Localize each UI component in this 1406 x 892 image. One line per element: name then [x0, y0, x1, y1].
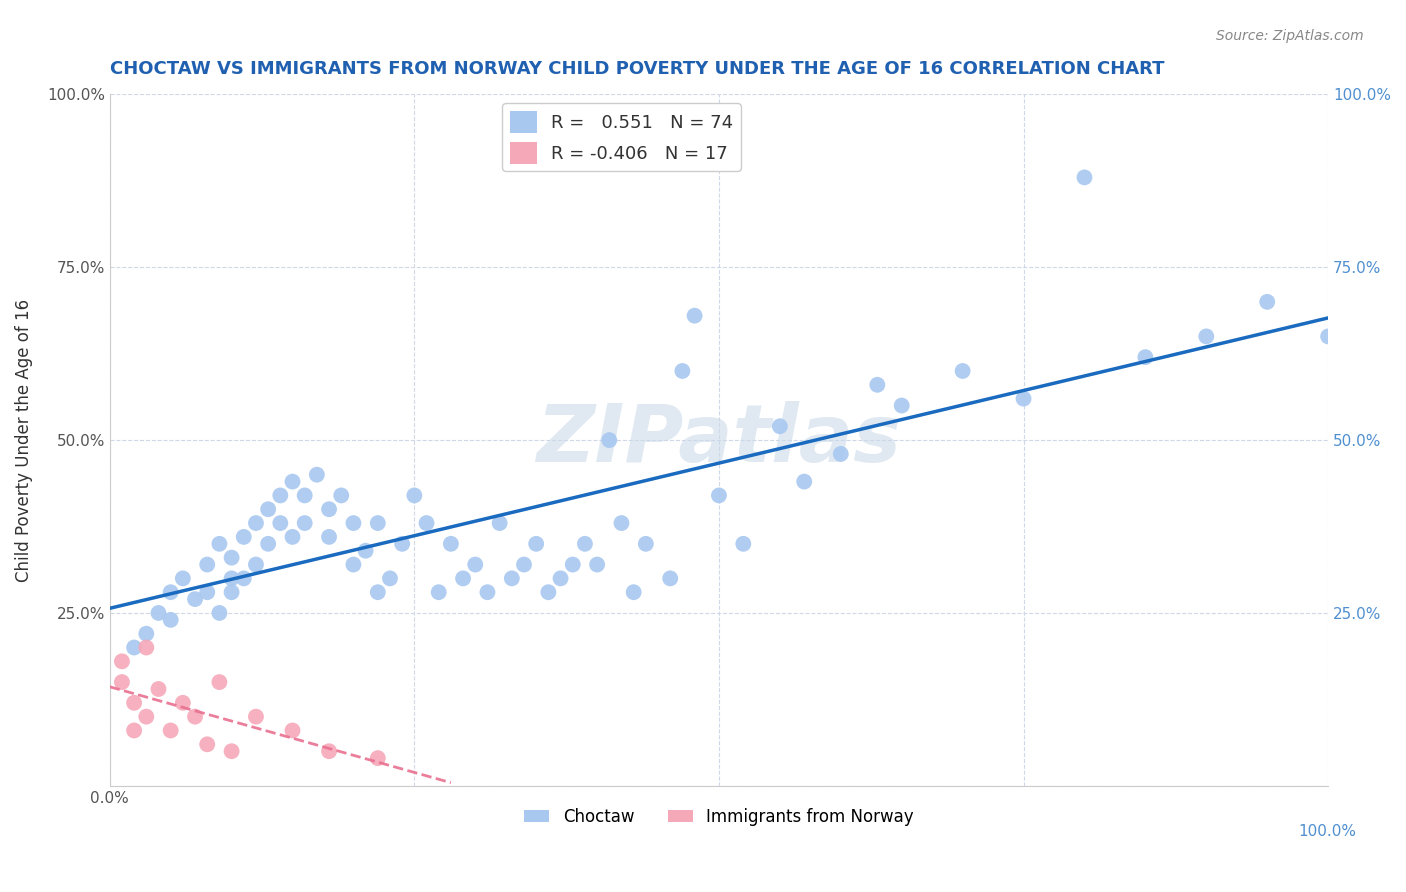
Point — [318, 744, 340, 758]
Point — [318, 502, 340, 516]
Point — [221, 744, 243, 758]
Point — [195, 737, 218, 751]
Point — [221, 585, 243, 599]
Point — [172, 696, 194, 710]
Point — [830, 447, 852, 461]
Point — [208, 606, 231, 620]
Point — [208, 675, 231, 690]
Point — [269, 516, 291, 530]
Point — [586, 558, 609, 572]
Point — [1073, 170, 1095, 185]
Point — [221, 571, 243, 585]
Point — [281, 530, 304, 544]
Point — [707, 488, 730, 502]
Point — [427, 585, 450, 599]
Point — [269, 488, 291, 502]
Point — [501, 571, 523, 585]
Point — [367, 751, 389, 765]
Point — [671, 364, 693, 378]
Point — [769, 419, 792, 434]
Point — [111, 654, 134, 668]
Point — [305, 467, 328, 482]
Point — [111, 675, 134, 690]
Point — [550, 571, 572, 585]
Text: 100.0%: 100.0% — [1299, 824, 1357, 838]
Point — [245, 709, 267, 723]
Point — [634, 537, 657, 551]
Point — [135, 709, 157, 723]
Point — [294, 488, 316, 502]
Point — [952, 364, 974, 378]
Point — [1012, 392, 1035, 406]
Point — [257, 537, 280, 551]
Point — [245, 558, 267, 572]
Point — [378, 571, 401, 585]
Text: Source: ZipAtlas.com: Source: ZipAtlas.com — [1216, 29, 1364, 43]
Point — [451, 571, 474, 585]
Point — [793, 475, 815, 489]
Point — [159, 613, 181, 627]
Text: ZIPatlas: ZIPatlas — [537, 401, 901, 479]
Point — [354, 543, 377, 558]
Point — [281, 723, 304, 738]
Point — [488, 516, 510, 530]
Point — [342, 558, 364, 572]
Point — [890, 399, 912, 413]
Point — [561, 558, 583, 572]
Point — [1135, 350, 1157, 364]
Point — [1317, 329, 1340, 343]
Point — [610, 516, 633, 530]
Point — [195, 585, 218, 599]
Point — [1256, 294, 1278, 309]
Point — [159, 585, 181, 599]
Point — [477, 585, 499, 599]
Point — [513, 558, 536, 572]
Point — [866, 377, 889, 392]
Point — [281, 475, 304, 489]
Point — [159, 723, 181, 738]
Point — [257, 502, 280, 516]
Legend: Choctaw, Immigrants from Norway: Choctaw, Immigrants from Norway — [517, 801, 920, 833]
Point — [537, 585, 560, 599]
Point — [342, 516, 364, 530]
Point — [122, 723, 145, 738]
Point — [404, 488, 426, 502]
Point — [195, 558, 218, 572]
Point — [245, 516, 267, 530]
Point — [148, 606, 170, 620]
Point — [367, 585, 389, 599]
Text: CHOCTAW VS IMMIGRANTS FROM NORWAY CHILD POVERTY UNDER THE AGE OF 16 CORRELATION : CHOCTAW VS IMMIGRANTS FROM NORWAY CHILD … — [110, 60, 1164, 78]
Point — [232, 571, 254, 585]
Point — [122, 696, 145, 710]
Point — [294, 516, 316, 530]
Point — [367, 516, 389, 530]
Point — [733, 537, 755, 551]
Point — [135, 640, 157, 655]
Point — [318, 530, 340, 544]
Point — [574, 537, 596, 551]
Point — [135, 626, 157, 640]
Y-axis label: Child Poverty Under the Age of 16: Child Poverty Under the Age of 16 — [15, 299, 32, 582]
Point — [184, 592, 207, 607]
Point — [391, 537, 413, 551]
Point — [122, 640, 145, 655]
Point — [221, 550, 243, 565]
Point — [1195, 329, 1218, 343]
Point — [623, 585, 645, 599]
Point — [440, 537, 463, 551]
Point — [184, 709, 207, 723]
Point — [415, 516, 437, 530]
Point — [598, 433, 620, 447]
Point — [524, 537, 547, 551]
Point — [683, 309, 706, 323]
Point — [232, 530, 254, 544]
Point — [148, 681, 170, 696]
Point — [172, 571, 194, 585]
Point — [659, 571, 682, 585]
Point — [208, 537, 231, 551]
Point — [464, 558, 486, 572]
Point — [330, 488, 353, 502]
